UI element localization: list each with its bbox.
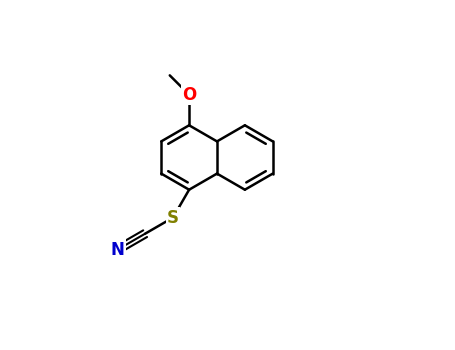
Text: S: S (167, 209, 179, 226)
Text: N: N (110, 241, 124, 259)
Text: O: O (182, 86, 196, 104)
